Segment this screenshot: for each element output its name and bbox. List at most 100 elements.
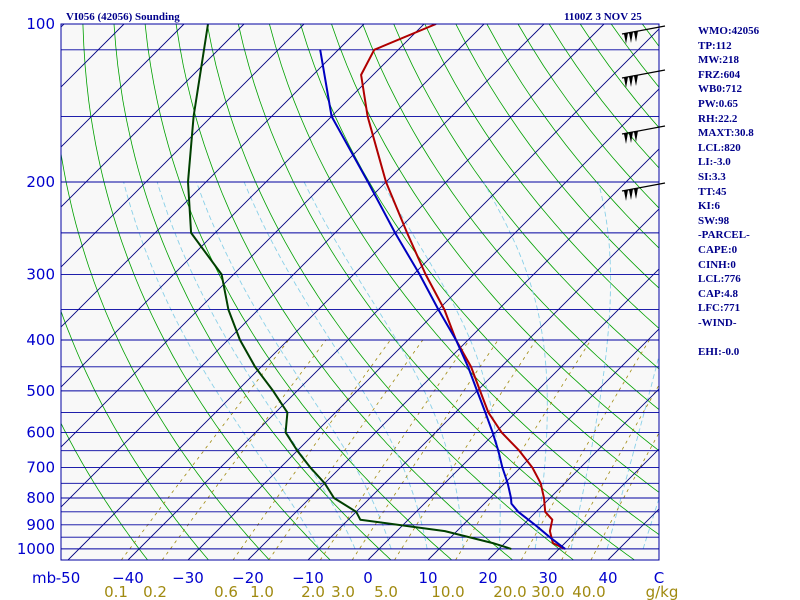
parcel-point (549, 536, 551, 538)
pressure-tick-label: 400 (26, 331, 55, 349)
wind-barb-flag (634, 31, 638, 42)
parcel-point (367, 181, 369, 183)
dewpoint-point (285, 431, 287, 433)
index-line: WB0:712 (698, 83, 742, 96)
dry-adiabat (269, 24, 659, 536)
wind-barb-flag (624, 133, 628, 144)
temperature-point (552, 542, 554, 544)
parcel-point (394, 232, 396, 234)
index-line: WMO:42056 (698, 25, 760, 37)
pressure-tick-label: 100 (26, 15, 55, 33)
dewpoint-point (355, 511, 357, 513)
mixing-ratio-label: 1.0 (250, 583, 274, 600)
isotherm (0, 24, 4, 560)
index-line: TT:45 (698, 185, 727, 198)
temperature-tick-label: −20 (232, 569, 264, 587)
parcel-profile (319, 49, 566, 550)
isotherm (307, 208, 659, 560)
temperature-point (501, 431, 503, 433)
dry-adiabat (61, 422, 148, 560)
moist-adiabat (570, 181, 612, 550)
index-line: SI:3.3 (698, 170, 726, 183)
temperature-point (487, 412, 489, 414)
moist-adiabat (642, 497, 659, 550)
isotherm (61, 24, 365, 328)
mixing-ratio-label: 0.2 (143, 583, 167, 600)
index-line: RH:22.2 (698, 112, 738, 125)
indices-panel: WMO:42056 TP:112 MW:218 FRZ:604 WB0:712 PW:0.… (698, 24, 798, 360)
temperature-tick-label: -50 (56, 569, 81, 587)
parcel-point (476, 390, 478, 392)
isotherm (61, 24, 245, 208)
wind-barb-staff (621, 25, 666, 35)
index-line: LCL:776 (698, 273, 741, 286)
dry-adiabat (455, 24, 659, 289)
dewpoint-point (309, 467, 311, 469)
isotherm (427, 328, 659, 560)
temperature-point (479, 390, 481, 392)
dry-adiabat (393, 24, 659, 370)
dewpoint-point (324, 482, 326, 484)
wind-barb-flag (624, 33, 628, 44)
isotherm (127, 28, 659, 560)
moist-adiabat (303, 181, 464, 549)
parcel-point (510, 503, 512, 505)
isotherm (67, 24, 605, 560)
temperature-point (544, 511, 546, 513)
pressure-tick-label: 800 (26, 489, 55, 507)
isotherm (61, 24, 65, 28)
dewpoint-profile (187, 24, 512, 550)
dry-adiabat (175, 24, 513, 560)
temperature-point (367, 115, 369, 117)
wind-barb-flag (624, 77, 628, 88)
temperature-point (425, 273, 427, 275)
index-line: CAPE:0 (698, 243, 738, 256)
dry-adiabat (206, 24, 574, 560)
temperature-point (531, 467, 534, 469)
dewpoint-point (227, 309, 229, 311)
temperature-point (406, 232, 408, 234)
temperature-point (540, 482, 542, 484)
dewpoint-point (272, 390, 274, 392)
temperature-tick-label: −40 (112, 569, 144, 587)
parcel-point (455, 339, 457, 341)
parcel-point (492, 431, 494, 433)
station-title: VI056 (42056) Sounding (66, 11, 180, 23)
wind-barb-flag (629, 32, 633, 43)
parcel-point (319, 49, 321, 51)
dewpoint-point (286, 412, 288, 414)
wind-barb-flag (634, 188, 638, 199)
isotherm (61, 24, 305, 268)
pressure-tick-label: 900 (26, 516, 55, 534)
parcel-point (497, 450, 499, 452)
dry-adiabat (362, 24, 659, 411)
dewpoint-point (239, 339, 241, 341)
temperature-tick-label: −10 (292, 569, 324, 587)
index-line: SW:98 (698, 214, 730, 227)
isotherm (487, 388, 659, 560)
temperature-point (551, 519, 553, 521)
dry-adiabat (61, 150, 270, 560)
dewpoint-point (333, 497, 335, 499)
wind-barb-flag (629, 132, 633, 143)
parcel-point (517, 511, 519, 513)
wind-barb (621, 69, 666, 88)
index-line: EHI:-0.0 (698, 346, 740, 359)
index-line: FRZ:604 (698, 68, 741, 81)
mixing-ratio-line (232, 339, 391, 560)
temperature-tick-label: 10 (418, 569, 437, 587)
isotherm (61, 24, 185, 148)
mixing-ratio-line (120, 339, 289, 560)
moist-adiabat (483, 181, 548, 549)
index-line: MW:218 (698, 54, 739, 67)
wind-barb-staff (621, 125, 666, 135)
parcel-point (507, 482, 509, 484)
pressure-tick-label: 500 (26, 382, 55, 400)
pressure-tick-label: 600 (26, 423, 55, 441)
wind-barb (621, 25, 666, 44)
index-line: PW:0.65 (698, 97, 739, 110)
isotherm (61, 24, 485, 448)
mixing-ratio-label: 0.6 (214, 583, 238, 600)
temperature-point (543, 497, 545, 499)
